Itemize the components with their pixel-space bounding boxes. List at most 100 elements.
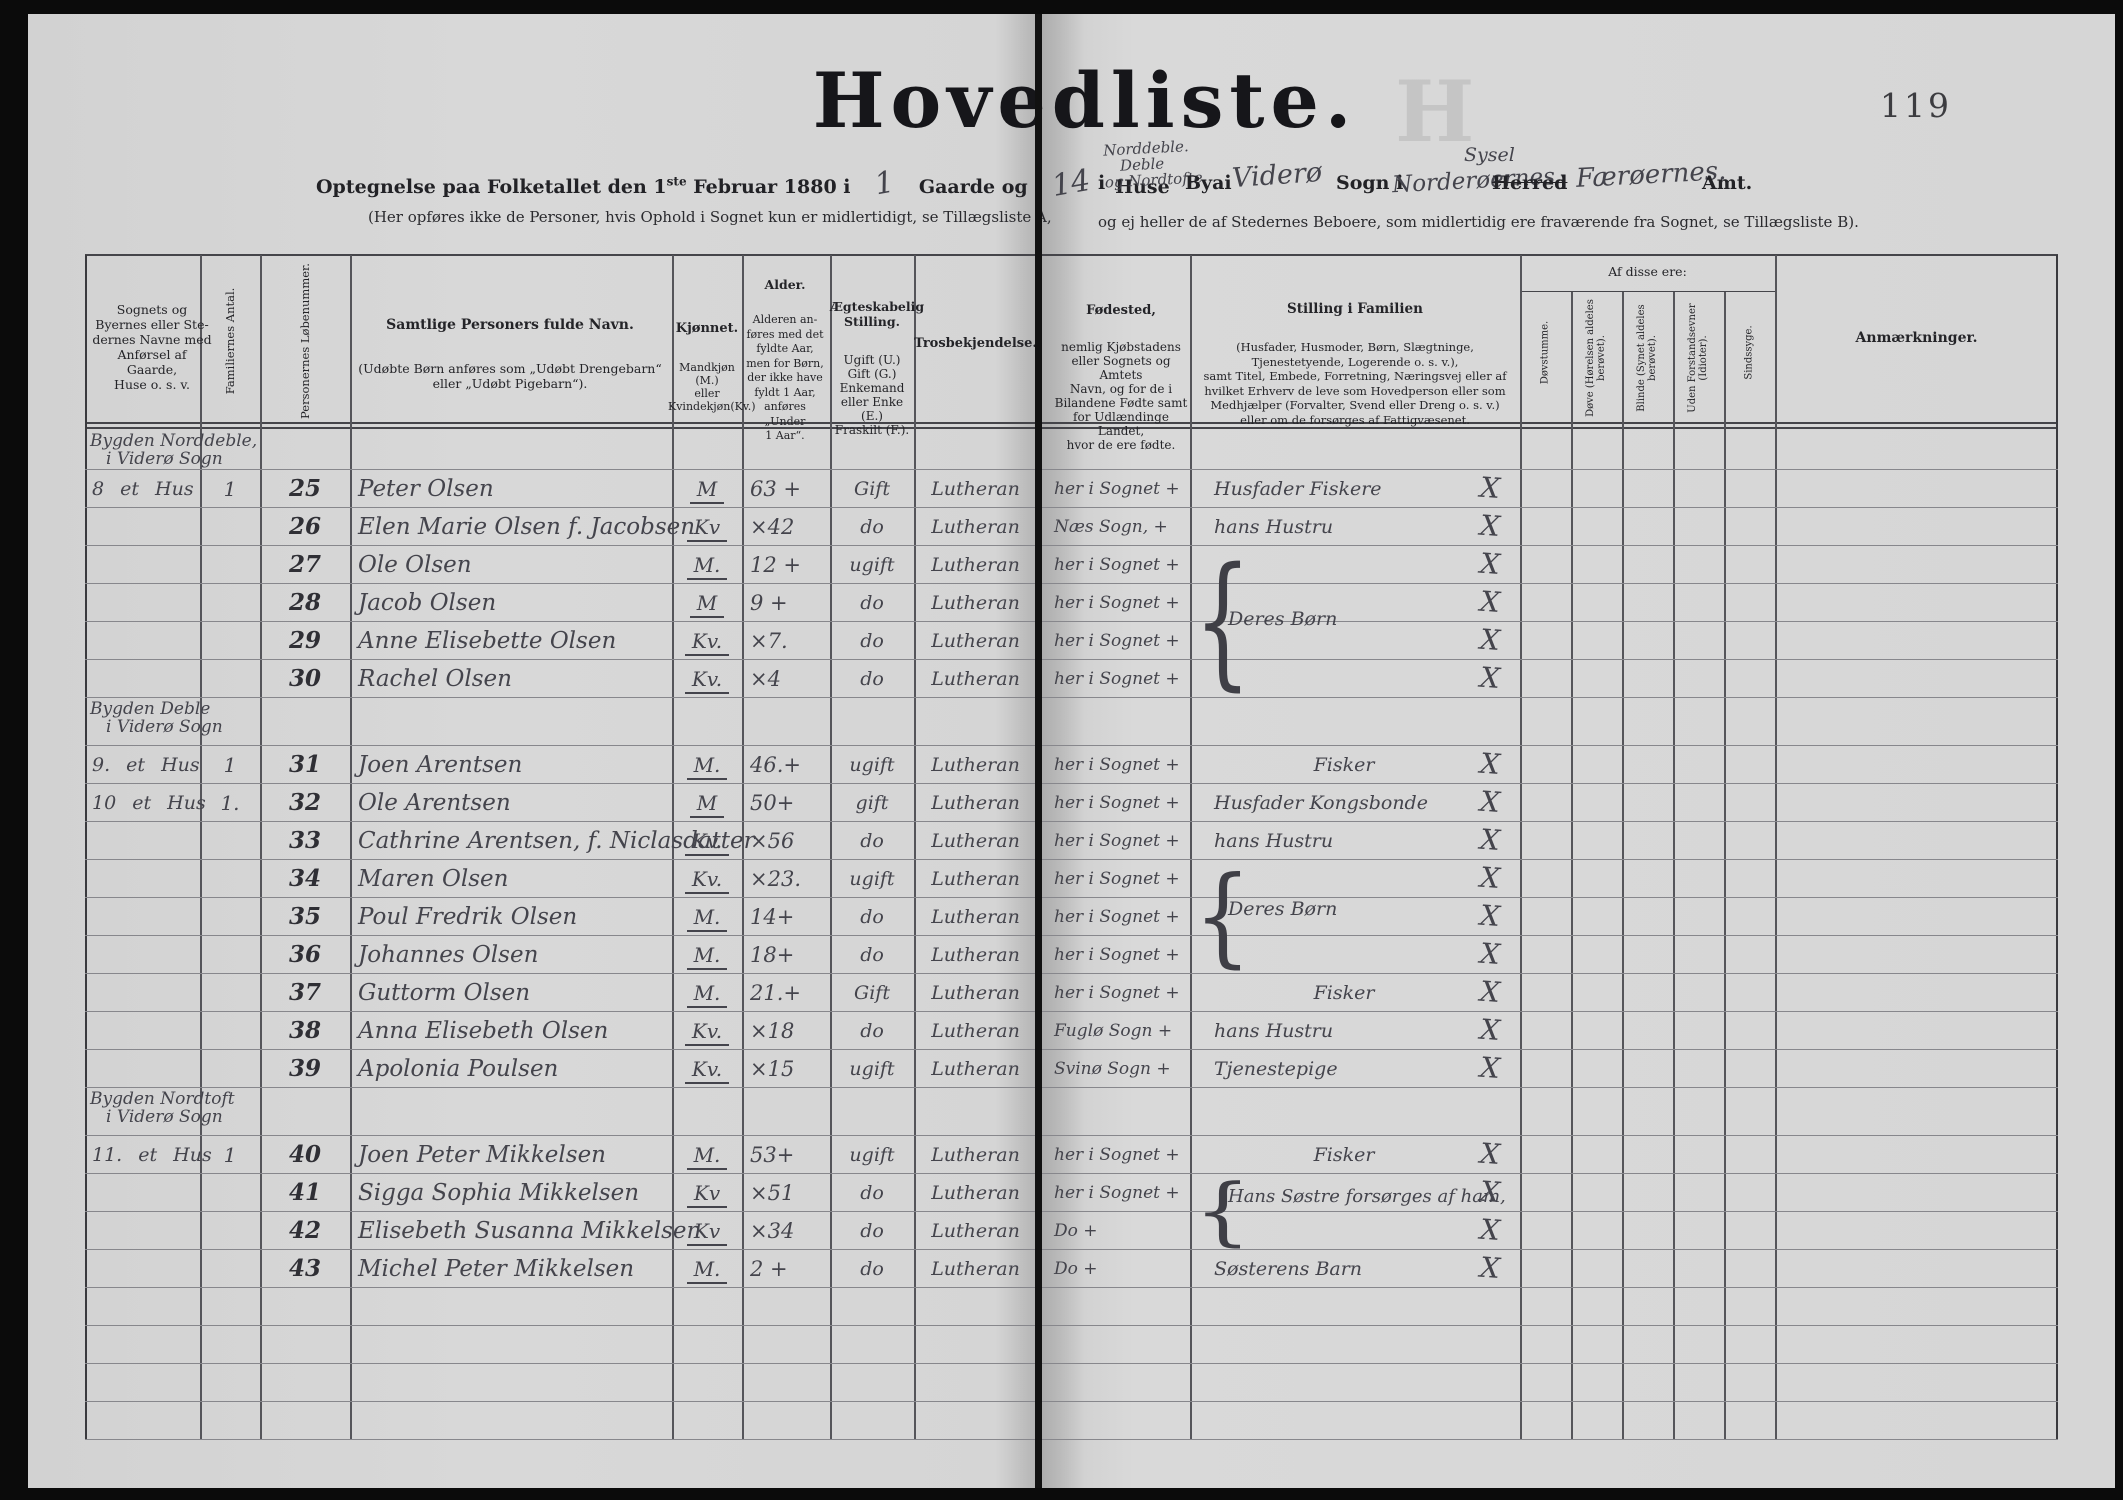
person-name: Guttorm Olsen	[358, 980, 531, 1006]
person-number: 29	[288, 627, 321, 654]
table-row: 35 Poul Fredrik Olsen M. 14+ do Lutheran her i…	[0, 898, 2123, 936]
sex-value: M.	[672, 902, 742, 932]
row-rule	[85, 1173, 2058, 1174]
person-number: 32	[288, 789, 321, 816]
page-title: Hovedliste.	[812, 56, 1358, 145]
marital-status: ugift	[849, 754, 895, 776]
section-header-row: Bygden Deble i Viderø Sogn	[0, 698, 2123, 746]
empty-row	[0, 1402, 2123, 1440]
person-number: 34	[288, 865, 321, 892]
tally-mark: X	[1478, 546, 1502, 582]
column-header-sex-title: Kjønnet.	[675, 321, 739, 336]
marital-status: do	[860, 1020, 884, 1042]
religion-value: Lutheran	[931, 478, 1020, 500]
person-number: 35	[288, 903, 321, 930]
ordinal-sup: ste	[666, 174, 687, 189]
religion-value: Lutheran	[931, 982, 1020, 1004]
column-header-deaf-mute: Døvstumme.	[1539, 320, 1551, 385]
row-rule	[85, 821, 2058, 822]
column-header-blind: Blinde (Synet aldeles berøvet).	[1636, 304, 1658, 412]
tally-mark: X	[1478, 936, 1502, 972]
tally-mark: X	[1478, 508, 1502, 544]
person-name: Ole Olsen	[358, 552, 472, 578]
tally-mark: X	[1478, 860, 1502, 896]
person-number: 43	[288, 1255, 321, 1282]
sex-value: M.	[672, 1140, 742, 1170]
tally-mark: X	[1478, 1050, 1502, 1086]
age-value: ×56	[750, 829, 795, 853]
age-value: ×7.	[750, 629, 788, 653]
birthplace-value: her i Sognet +	[1054, 793, 1180, 813]
marital-status: do	[860, 944, 884, 966]
age-value: 18+	[750, 943, 795, 967]
gridline	[1724, 292, 1726, 1440]
birthplace-value: her i Sognet +	[1054, 831, 1180, 851]
gridline	[1622, 292, 1624, 1440]
column-header-idiot: Uden Forstandsevner (Idioter).	[1687, 303, 1709, 413]
house-label: 10 et Hus	[92, 792, 206, 814]
column-header-remarks: Anmærkninger.	[1855, 330, 1978, 346]
row-rule	[85, 859, 2058, 860]
table-top-rule	[85, 254, 2058, 256]
birthplace-value: her i Sognet +	[1054, 593, 1180, 613]
column-header-age-body: Alderen an- føres med det fyldte Aar, me…	[746, 313, 824, 442]
row-rule	[85, 745, 2058, 746]
tally-mark: X	[1478, 1250, 1502, 1286]
brace-children-group-2: {	[1194, 853, 1252, 980]
gridline	[1775, 255, 1777, 1440]
religion-value: Lutheran	[931, 1220, 1020, 1242]
column-header-af-disse: Af disse ere:	[1608, 264, 1687, 279]
person-name: Johannes Olsen	[358, 942, 539, 968]
person-number: 30	[288, 665, 321, 692]
brace-label-2: Deres Børn	[1228, 898, 1338, 920]
family-count: 1	[223, 753, 237, 777]
family-position: hans Hustru	[1214, 830, 1334, 852]
birthplace-value: her i Sognet +	[1054, 1145, 1180, 1165]
marital-status: do	[860, 1182, 884, 1204]
marital-status: do	[860, 516, 884, 538]
family-position: Husfader Kongsbonde	[1214, 792, 1428, 814]
brace-children-group-3: {	[1194, 1168, 1252, 1255]
row-rule	[85, 469, 2058, 470]
scan-border-bottom	[0, 1488, 2123, 1500]
family-count: 1	[223, 477, 237, 501]
family-count: 1	[223, 1143, 237, 1167]
af-disse-underline	[1520, 291, 1775, 292]
table-right-border	[2056, 255, 2058, 1440]
row-rule	[85, 1439, 2058, 1440]
religion-value: Lutheran	[931, 630, 1020, 652]
marital-status: do	[860, 592, 884, 614]
ink-bleed-watermark: H	[1395, 62, 1475, 161]
sex-value: M.	[672, 940, 742, 970]
person-name: Sigga Sophia Mikkelsen	[358, 1180, 640, 1206]
religion-value: Lutheran	[931, 944, 1020, 966]
row-rule	[85, 1049, 2058, 1050]
marital-status: Gift	[854, 982, 890, 1004]
sex-value: Kv.	[672, 826, 742, 856]
subtitle-note-right: og ej heller de af Stedernes Beboere, so…	[1098, 213, 1859, 231]
sex-value: Kv	[672, 1216, 742, 1246]
table-row: 39 Apolonia Poulsen Kv. ×15 ugift Lutheran Svi…	[0, 1050, 2123, 1088]
row-rule	[85, 545, 2058, 546]
sex-value: M.	[672, 978, 742, 1008]
age-value: ×23.	[750, 867, 801, 891]
tally-mark: X	[1478, 898, 1502, 934]
birthplace-value: Fuglø Sogn +	[1054, 1021, 1173, 1041]
age-value: ×18	[750, 1019, 795, 1043]
person-name: Rachel Olsen	[358, 666, 512, 692]
row-rule	[85, 973, 2058, 974]
person-name: Elen Marie Olsen f. Jacobsen	[358, 514, 696, 540]
sex-value: M	[672, 788, 742, 818]
row-rule	[85, 1211, 2058, 1212]
marital-status: ugift	[849, 554, 895, 576]
birthplace-value: Do +	[1054, 1259, 1098, 1279]
birthplace-value: her i Sognet +	[1054, 869, 1180, 889]
tally-mark: X	[1478, 1136, 1502, 1172]
column-header-position-body: (Husfader, Husmoder, Børn, Slægtninge, T…	[1203, 340, 1507, 427]
religion-value: Lutheran	[931, 1020, 1020, 1042]
column-header-deaf: Døve (Hørelsen aldeles berøvet).	[1585, 299, 1607, 417]
column-header-marital-title: Ægteskabelig Stilling.	[830, 299, 925, 329]
header-bottom-rule-1	[85, 422, 2058, 424]
table-row: 42 Elisebeth Susanna Mikkelsen Kv ×34 do Luth…	[0, 1212, 2123, 1250]
sex-value: Kv	[672, 1178, 742, 1208]
